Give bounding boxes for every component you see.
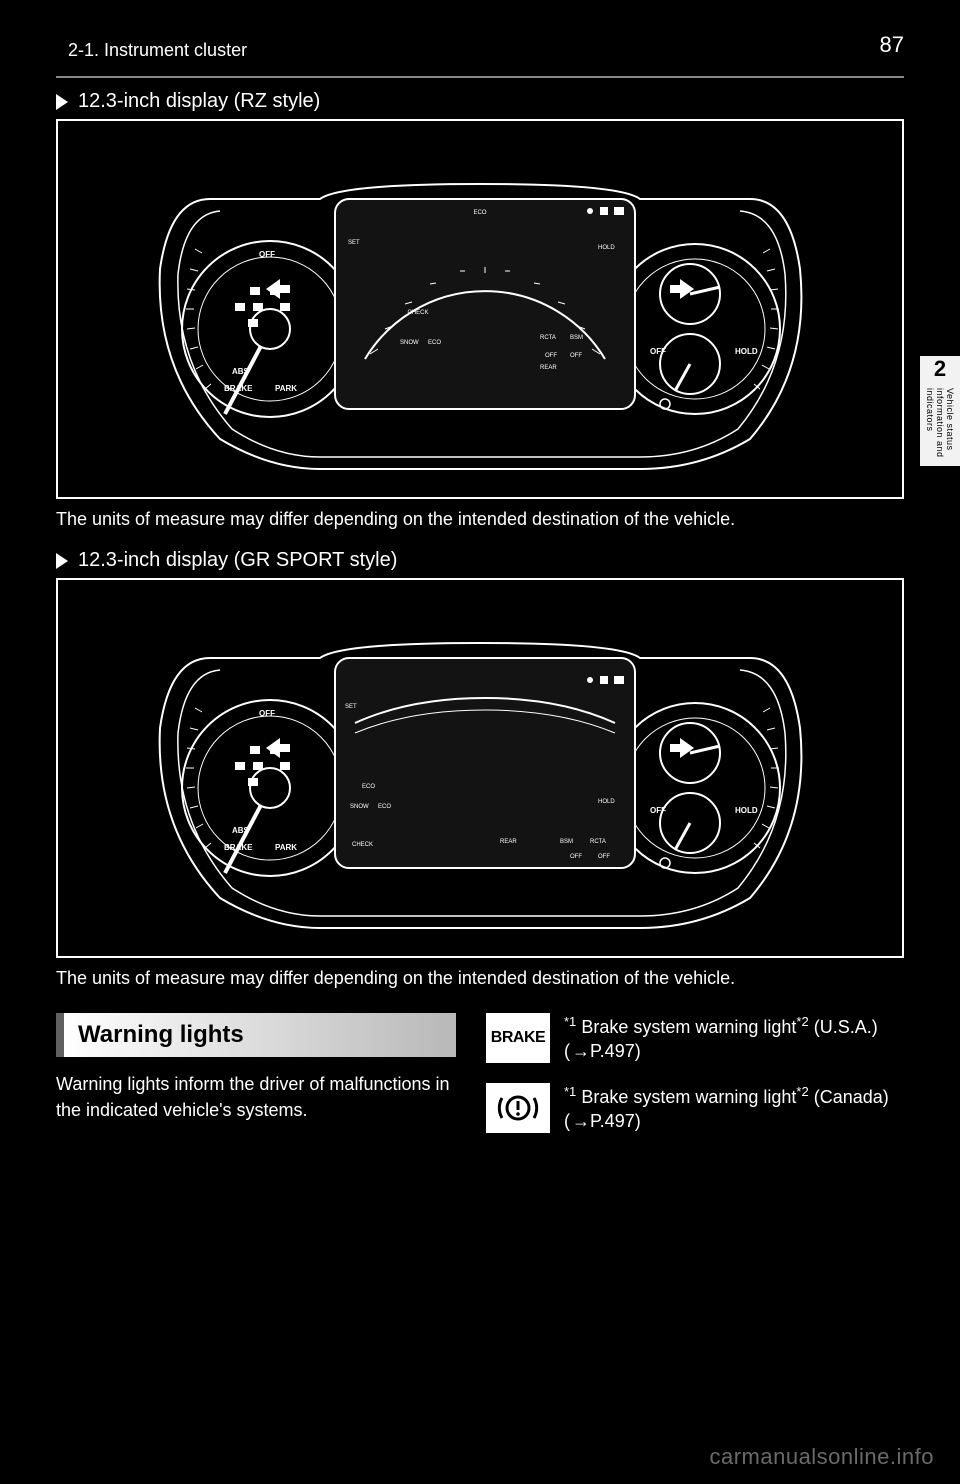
page-number: 87 bbox=[880, 32, 904, 58]
svg-text:ECO: ECO bbox=[428, 340, 441, 346]
svg-text:BRAKE: BRAKE bbox=[224, 843, 253, 852]
chapter-label: Vehicle status information and indicator… bbox=[925, 388, 955, 466]
svg-text:OFF: OFF bbox=[259, 250, 275, 259]
svg-text:ECO: ECO bbox=[362, 784, 375, 790]
warning-row-brake-usa: BRAKE *1 Brake system warning light*2 (U… bbox=[486, 1013, 904, 1064]
footnote-sup: *1 bbox=[564, 1014, 576, 1029]
chapter-tab: 2 Vehicle status information and indicat… bbox=[920, 356, 960, 466]
warning-region: (Canada) bbox=[814, 1087, 889, 1107]
figure-caption: The units of measure may differ dependin… bbox=[56, 507, 904, 531]
svg-text:BSM: BSM bbox=[560, 839, 573, 845]
svg-text:ECO: ECO bbox=[473, 210, 486, 216]
triangle-icon bbox=[56, 94, 68, 110]
warning-lights-heading: Warning lights bbox=[56, 1013, 456, 1057]
svg-text:OFF: OFF bbox=[650, 806, 666, 815]
svg-text:HOLD: HOLD bbox=[598, 799, 615, 805]
svg-text:CHECK: CHECK bbox=[407, 310, 428, 316]
warning-text: Brake system warning light bbox=[581, 1087, 796, 1107]
warning-row-brake-canada: *1 Brake system warning light*2 (Canada)… bbox=[486, 1083, 904, 1134]
svg-text:REAR: REAR bbox=[500, 839, 517, 845]
svg-text:BSM: BSM bbox=[570, 335, 583, 341]
arrow-icon: → bbox=[572, 1041, 590, 1061]
svg-text:PARK: PARK bbox=[275, 384, 297, 393]
figure-caption: The units of measure may differ dependin… bbox=[56, 966, 904, 990]
svg-text:OFF: OFF bbox=[570, 854, 582, 860]
brake-symbol-icon bbox=[486, 1083, 550, 1133]
svg-text:CHECK: CHECK bbox=[352, 842, 373, 848]
page-ref: P.497 bbox=[590, 1111, 635, 1131]
warning-region: (U.S.A.) bbox=[814, 1017, 878, 1037]
footnote-sup: *1 bbox=[564, 1084, 576, 1099]
svg-text:OFF: OFF bbox=[598, 854, 610, 860]
chapter-number: 2 bbox=[934, 356, 946, 382]
triangle-icon bbox=[56, 553, 68, 569]
svg-text:ABS: ABS bbox=[232, 367, 250, 376]
svg-text:RCTA: RCTA bbox=[540, 335, 556, 341]
section-title: 12.3-inch display (RZ style) bbox=[78, 90, 320, 113]
svg-text:BRAKE: BRAKE bbox=[224, 384, 253, 393]
footnote-sup: *2 bbox=[796, 1084, 808, 1099]
svg-text:OFF: OFF bbox=[545, 353, 557, 359]
svg-text:HOLD: HOLD bbox=[735, 347, 758, 356]
svg-text:HOLD: HOLD bbox=[735, 806, 758, 815]
svg-text:SNOW: SNOW bbox=[350, 804, 369, 810]
figure-cluster-rz: ECO SET CHECK SNOW ECO RCTA BSM OFF OFF … bbox=[56, 119, 904, 499]
breadcrumb: 2-1. Instrument cluster bbox=[68, 40, 247, 61]
brake-text-icon: BRAKE bbox=[486, 1013, 550, 1063]
svg-text:OFF: OFF bbox=[650, 347, 666, 356]
svg-text:RCTA: RCTA bbox=[590, 839, 606, 845]
cluster-illustration-rz: ECO SET CHECK SNOW ECO RCTA BSM OFF OFF … bbox=[120, 139, 840, 479]
figure-cluster-gr: SET ECO SNOW ECO CHECK REAR BSM RCTA HOL… bbox=[56, 578, 904, 958]
warning-text: Brake system warning light bbox=[581, 1017, 796, 1037]
svg-text:PARK: PARK bbox=[275, 843, 297, 852]
svg-text:REAR: REAR bbox=[540, 365, 557, 371]
svg-text:SNOW: SNOW bbox=[400, 340, 419, 346]
svg-text:SET: SET bbox=[348, 240, 360, 246]
cluster-illustration-gr: SET ECO SNOW ECO CHECK REAR BSM RCTA HOL… bbox=[120, 598, 840, 938]
watermark: carmanualsonline.info bbox=[709, 1444, 934, 1470]
svg-text:ABS: ABS bbox=[232, 826, 250, 835]
svg-text:ECO: ECO bbox=[378, 804, 391, 810]
warning-lights-body: Warning lights inform the driver of malf… bbox=[56, 1071, 456, 1123]
svg-text:HOLD: HOLD bbox=[598, 245, 615, 251]
svg-text:OFF: OFF bbox=[259, 709, 275, 718]
svg-text:SET: SET bbox=[345, 704, 357, 710]
brake-icon-label: BRAKE bbox=[491, 1027, 545, 1049]
svg-text:OFF: OFF bbox=[570, 353, 582, 359]
footnote-sup: *2 bbox=[796, 1014, 808, 1029]
arrow-icon: → bbox=[572, 1111, 590, 1131]
page-ref: P.497 bbox=[590, 1041, 635, 1061]
section-title: 12.3-inch display (GR SPORT style) bbox=[78, 549, 397, 572]
